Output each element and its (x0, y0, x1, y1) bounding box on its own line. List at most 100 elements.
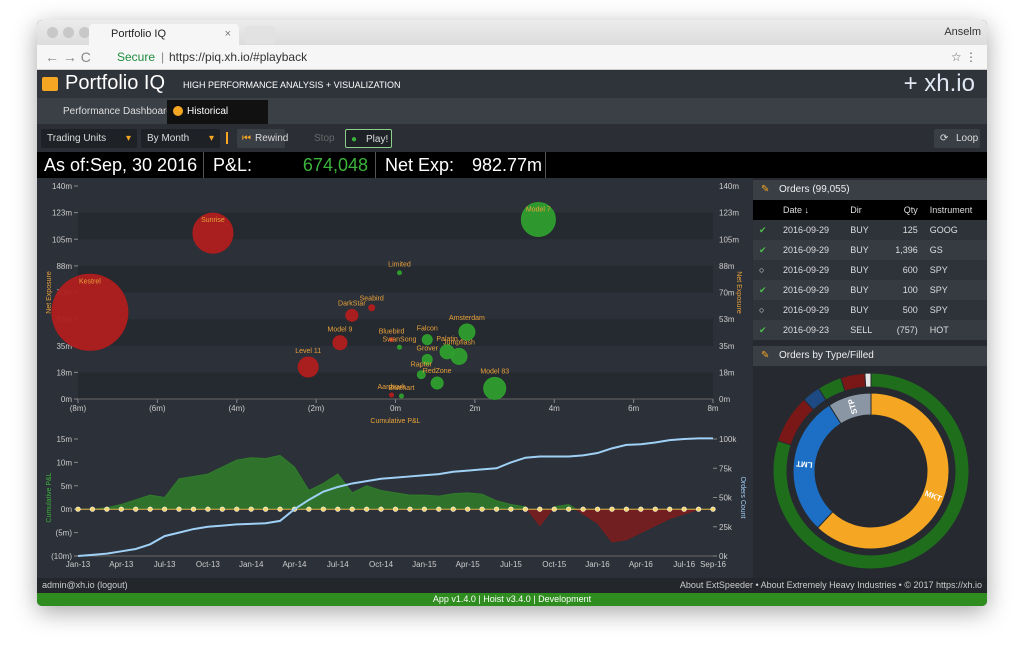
y-axis-label-right: Net Exposure (735, 271, 742, 314)
pnl-label: P&L: (213, 155, 253, 175)
order-row[interactable]: ○ 2016-09-29 BUY 600 SPY (753, 260, 987, 280)
profile-name[interactable]: Anselm (944, 26, 981, 38)
title-bar: Portfolio IQ × Anselm (37, 20, 987, 45)
status-icon: ○ (753, 260, 777, 280)
scatter-chart: 0m0m18m18m35m35m53m53m70m70m88m88m105m10… (37, 178, 752, 432)
status-icon: ✔ (753, 240, 777, 260)
column-header[interactable]: Dir (844, 200, 884, 220)
bubble-label: Amsterdam (449, 315, 485, 322)
playback-marker (450, 506, 456, 512)
bubble (345, 308, 359, 322)
bubble-label: Sunrise (201, 217, 225, 224)
order-row[interactable]: ✔ 2016-09-29 BUY 1,396 GS (753, 240, 987, 260)
rewind-button[interactable]: ⏮ Rewind (237, 129, 288, 148)
period-dropdown[interactable]: By Month ▾ (141, 129, 220, 148)
y2-tick-label: 75k (719, 464, 733, 473)
browser-tab[interactable]: Portfolio IQ × (89, 24, 239, 45)
playback-marker (263, 506, 269, 512)
x-tick-label: 0m (390, 404, 401, 413)
playback-marker (436, 506, 442, 512)
cell: BUY (844, 300, 884, 320)
app-header: Portfolio IQ HIGH PERFORMANCE ANALYSIS +… (37, 70, 987, 98)
cell: 2016-09-29 (777, 280, 845, 300)
cell: SPY (923, 280, 987, 300)
pnl: 674,048 (302, 155, 368, 175)
tab[interactable]: Performance Dashboard (63, 106, 172, 117)
bubble-label: Bluehart (388, 385, 414, 392)
cell: 2016-09-29 (777, 260, 845, 280)
orders-header: ✎ Orders (99,055) (753, 180, 987, 200)
browser-window: Portfolio IQ × Anselm ← → C Secure | http… (37, 20, 987, 606)
bubble-label: Model 7 (526, 206, 551, 213)
y-tick-label: 140m (52, 182, 72, 191)
playback-marker (710, 506, 716, 512)
column-header[interactable]: Date ↓ (777, 200, 845, 220)
status-icon: ✔ (753, 220, 777, 240)
x-tick-label: Oct-13 (196, 560, 221, 569)
status-bar: As of: Sep, 30 2016 P&L: 674,048 Net Exp… (37, 152, 987, 178)
playback-marker (638, 506, 644, 512)
order-row[interactable]: ✔ 2016-09-29 BUY 100 SPY (753, 280, 987, 300)
order-row[interactable]: ○ 2016-09-29 BUY 500 SPY (753, 300, 987, 320)
y-tick-label: (10m) (51, 552, 72, 561)
status-icon: ✔ (753, 280, 777, 300)
close-button[interactable] (47, 27, 58, 38)
x-tick-label: Apr-14 (282, 560, 307, 569)
order-row[interactable]: ✔ 2016-09-29 BUY 125 GOOG (753, 220, 987, 240)
logout-link[interactable]: admin@xh.io (logout) (42, 580, 128, 590)
playback-marker (248, 506, 254, 512)
donut-slice (816, 392, 950, 550)
bubble-label: Limited (388, 262, 411, 269)
playback-marker (234, 506, 240, 512)
column-header[interactable]: Qty (883, 200, 924, 220)
play-button[interactable]: ● Play! (345, 129, 392, 148)
about-links[interactable]: About ExtSpeeder • About Extremely Heavy… (679, 580, 982, 590)
playback-marker (493, 506, 500, 512)
playback-marker (609, 506, 615, 512)
loop-button[interactable]: ⟳ Loop (934, 129, 980, 148)
y-tick-label-right: 105m (719, 235, 739, 244)
x-tick-label: Jan-13 (66, 560, 91, 569)
playback-marker (407, 506, 413, 512)
bubble-label: Bluebird (379, 329, 405, 336)
y-tick-label: 88m (56, 262, 72, 271)
x-tick-label: (2m) (308, 404, 325, 413)
cell: HOT (923, 320, 987, 340)
x-tick-label: (4m) (229, 404, 246, 413)
y2-tick-label: 25k (719, 523, 733, 532)
bubble (368, 304, 376, 312)
label: Loop (956, 133, 979, 144)
header-row: Date ↓ Dir Qty Instrument (753, 200, 987, 220)
minimize-button[interactable] (63, 27, 74, 38)
cell: 2016-09-29 (777, 240, 845, 260)
y-tick-label: 18m (56, 368, 72, 377)
x-tick-label: Apr-13 (109, 560, 134, 569)
playback-marker (594, 506, 601, 512)
order-row[interactable]: ✔ 2016-09-23 SELL (757) HOT (753, 320, 987, 340)
bubble (430, 376, 444, 390)
playback-marker (392, 506, 399, 512)
label: By Month (147, 133, 190, 144)
playback-marker (147, 506, 153, 512)
y2-tick-label: 50k (719, 494, 733, 503)
x-axis-label: Cumulative P&L (370, 418, 420, 425)
new-tab[interactable] (245, 26, 275, 44)
x-tick-label: Oct-15 (542, 560, 567, 569)
column-header[interactable]: Instrument (923, 200, 987, 220)
bubble (389, 392, 395, 398)
cell: GOOG (923, 220, 987, 240)
zoom-button[interactable] (79, 27, 90, 38)
units-dropdown[interactable]: Trading Units ▾ (41, 129, 137, 148)
band (78, 372, 713, 399)
url[interactable]: https://piq.xh.io/#playback (169, 50, 308, 64)
x-tick-label: Jan-16 (585, 560, 610, 569)
exp: 982.77m (472, 155, 543, 175)
right-panel: ✎ Orders (99,055) Date ↓ Dir Qty Instrument ✔… (753, 178, 987, 578)
orders-title: Orders (99,055) (779, 184, 850, 195)
pie-header: ✎ Orders by Type/Filled (753, 346, 987, 366)
cell: BUY (844, 280, 884, 300)
x-tick-label: Jul-16 (673, 560, 695, 569)
playback-marker (349, 506, 355, 512)
stop-button[interactable]: Stop (292, 129, 338, 148)
cell: SPY (923, 260, 987, 280)
